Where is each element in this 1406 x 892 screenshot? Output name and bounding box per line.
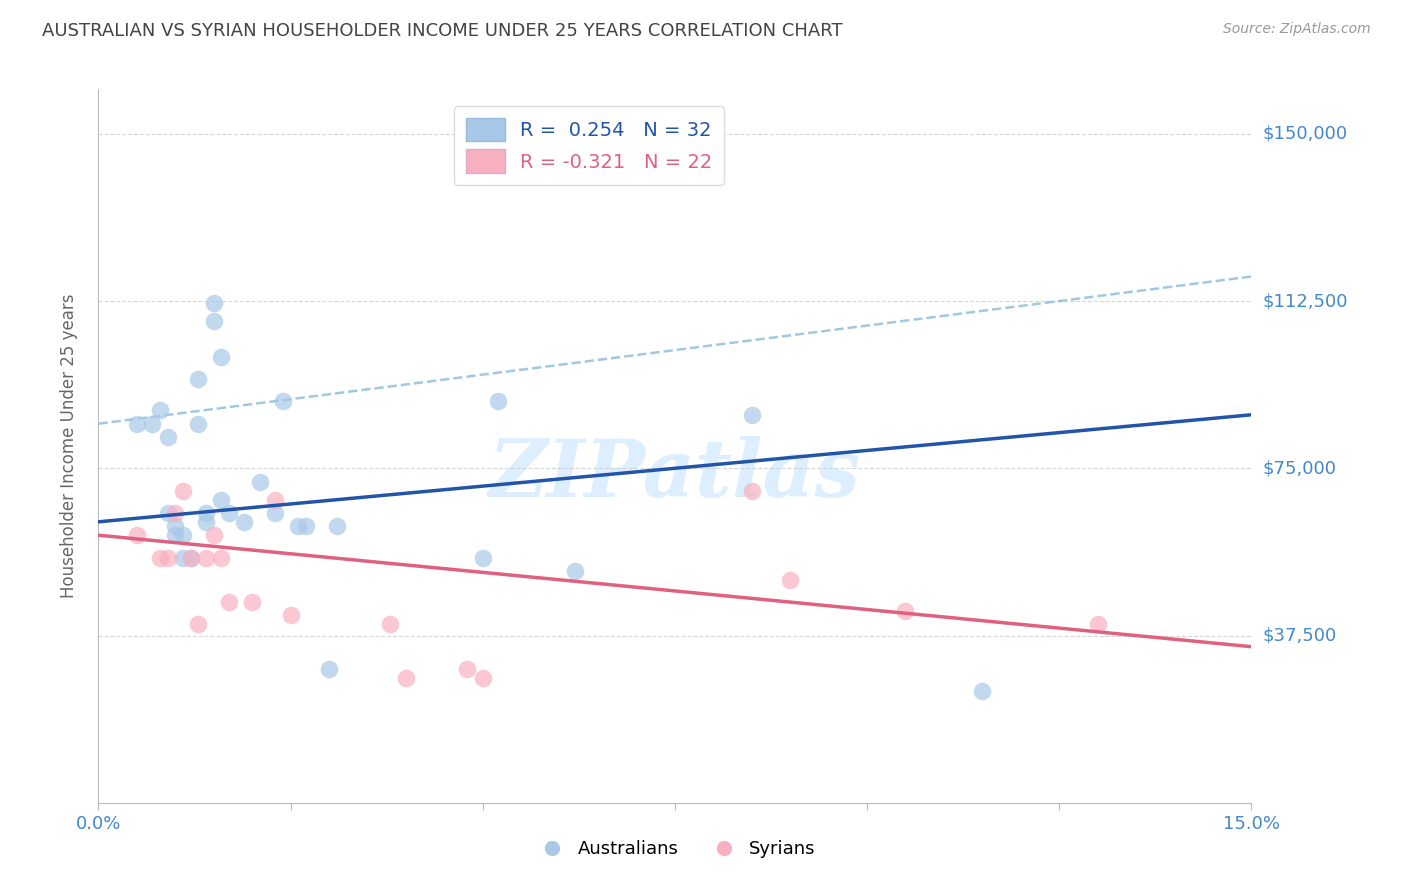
Text: $75,000: $75,000 — [1263, 459, 1337, 477]
Point — [1087, 617, 1109, 632]
Text: Source: ZipAtlas.com: Source: ZipAtlas.com — [1223, 22, 1371, 37]
Point — [125, 417, 148, 431]
Text: $150,000: $150,000 — [1263, 125, 1347, 143]
Point — [165, 519, 187, 533]
Point — [187, 372, 209, 386]
Point — [471, 550, 494, 565]
Point — [202, 528, 225, 542]
Y-axis label: Householder Income Under 25 years: Householder Income Under 25 years — [59, 293, 77, 599]
Point — [187, 417, 209, 431]
Point — [395, 671, 418, 685]
Point — [187, 617, 209, 632]
Point — [156, 506, 179, 520]
Point — [218, 595, 240, 609]
Point — [741, 483, 763, 498]
Point — [779, 573, 801, 587]
Point — [218, 506, 240, 520]
Point — [209, 492, 232, 507]
Point — [209, 350, 232, 364]
Point — [180, 550, 202, 565]
Point — [280, 608, 302, 623]
Point — [287, 519, 309, 533]
Point — [471, 671, 494, 685]
Point — [202, 314, 225, 328]
Point — [195, 550, 218, 565]
Point — [180, 550, 202, 565]
Point — [209, 550, 232, 565]
Point — [165, 528, 187, 542]
Point — [564, 564, 586, 578]
Point — [172, 528, 194, 542]
Point — [165, 506, 187, 520]
Point — [380, 617, 402, 632]
Point — [486, 394, 509, 409]
Point — [172, 550, 194, 565]
Point — [318, 662, 340, 676]
Point — [202, 296, 225, 310]
Point — [271, 394, 294, 409]
Point — [264, 492, 287, 507]
Point — [325, 519, 347, 533]
Point — [141, 417, 163, 431]
Text: ZIPatlas: ZIPatlas — [489, 436, 860, 513]
Point — [240, 595, 263, 609]
Point — [195, 515, 218, 529]
Point — [156, 430, 179, 444]
Legend: Australians, Syrians: Australians, Syrians — [527, 833, 823, 865]
Point — [156, 550, 179, 565]
Point — [149, 550, 172, 565]
Point — [264, 506, 287, 520]
Point — [172, 483, 194, 498]
Point — [249, 475, 271, 489]
Point — [233, 515, 256, 529]
Point — [741, 408, 763, 422]
Point — [295, 519, 318, 533]
Point — [195, 506, 218, 520]
Point — [972, 684, 994, 698]
Point — [894, 604, 917, 618]
Text: AUSTRALIAN VS SYRIAN HOUSEHOLDER INCOME UNDER 25 YEARS CORRELATION CHART: AUSTRALIAN VS SYRIAN HOUSEHOLDER INCOME … — [42, 22, 842, 40]
Text: $112,500: $112,500 — [1263, 292, 1348, 310]
Point — [125, 528, 148, 542]
Text: $37,500: $37,500 — [1263, 626, 1337, 645]
Point — [149, 403, 172, 417]
Point — [456, 662, 478, 676]
